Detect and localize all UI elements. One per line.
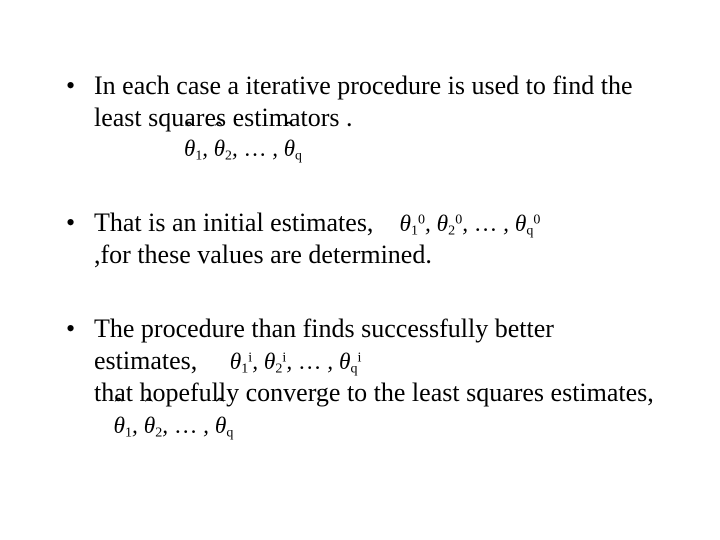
bullet-list: In each case a iterative procedure is us… <box>60 70 660 442</box>
bullet-item: In each case a iterative procedure is us… <box>60 70 660 165</box>
bullet-text: ,for these values are determined. <box>94 240 432 269</box>
slide-body: In each case a iterative procedure is us… <box>0 0 720 540</box>
math-initial-estimates: θ10, θ20, … , θq0 <box>399 211 540 237</box>
bullet-text: That is an initial estimates, <box>94 208 373 237</box>
math-limit-estimates: θ1, θ2, … , θq <box>114 413 234 439</box>
math-iterate-estimates: θ1i, θ2i, … , θqi <box>230 349 362 375</box>
bullet-text: that hopefully converge to the least squ… <box>94 378 654 407</box>
bullet-item: The procedure than finds successfully be… <box>60 313 660 442</box>
bullet-text: In each case a iterative procedure is us… <box>94 71 633 132</box>
bullet-item: That is an initial estimates, θ10, θ20, … <box>60 207 660 271</box>
math-estimators-hat: θ1, θ2, … , θq <box>184 135 660 164</box>
